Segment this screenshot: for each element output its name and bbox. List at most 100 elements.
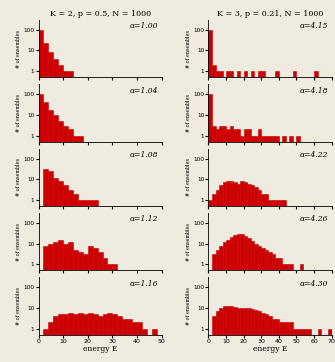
Bar — [279, 258, 282, 362]
Bar — [261, 135, 265, 362]
Bar — [113, 264, 117, 362]
Bar — [282, 200, 286, 362]
Text: α=4.22: α=4.22 — [299, 151, 328, 159]
Bar — [48, 171, 53, 362]
Bar — [93, 200, 97, 362]
Bar — [275, 258, 279, 362]
Bar — [117, 316, 122, 362]
Bar — [93, 248, 97, 362]
Bar — [44, 169, 48, 362]
Bar — [78, 135, 83, 362]
Bar — [258, 311, 261, 362]
Bar — [63, 314, 68, 362]
Bar — [226, 71, 229, 362]
Bar — [244, 308, 247, 362]
Text: α=4.15: α=4.15 — [299, 22, 328, 30]
Bar — [275, 319, 279, 362]
Bar — [268, 252, 272, 362]
Bar — [58, 314, 63, 362]
Bar — [83, 254, 88, 362]
Bar — [240, 308, 244, 362]
Bar — [48, 110, 53, 362]
Y-axis label: # of ensembles: # of ensembles — [186, 287, 191, 325]
Bar — [265, 135, 268, 362]
Bar — [304, 329, 307, 362]
Text: α=1.08: α=1.08 — [130, 151, 158, 159]
Bar — [237, 71, 240, 362]
Bar — [265, 194, 268, 362]
Bar — [251, 309, 254, 362]
Bar — [268, 316, 272, 362]
Bar — [68, 71, 73, 362]
Bar — [58, 181, 63, 362]
Bar — [222, 126, 226, 362]
Bar — [261, 71, 265, 362]
Bar — [48, 244, 53, 362]
Text: α=1.16: α=1.16 — [130, 280, 158, 288]
Bar — [254, 310, 258, 362]
Bar — [244, 236, 247, 362]
Bar — [212, 194, 215, 362]
Bar — [68, 242, 73, 362]
Bar — [219, 126, 222, 362]
Bar — [44, 43, 48, 362]
Bar — [108, 264, 113, 362]
Bar — [229, 306, 233, 362]
Bar — [275, 71, 279, 362]
Bar — [63, 244, 68, 362]
Bar — [293, 71, 296, 362]
Bar — [97, 252, 103, 362]
Bar — [272, 319, 275, 362]
Bar — [237, 184, 240, 362]
Bar — [103, 314, 108, 362]
Bar — [215, 129, 219, 362]
Bar — [247, 308, 251, 362]
Bar — [127, 319, 132, 362]
Bar — [268, 135, 272, 362]
Bar — [88, 245, 93, 362]
Bar — [212, 316, 215, 362]
Bar — [97, 316, 103, 362]
Bar — [222, 242, 226, 362]
Bar — [44, 245, 48, 362]
Y-axis label: # of ensembles: # of ensembles — [186, 223, 191, 261]
Bar — [208, 30, 212, 362]
Bar — [286, 323, 289, 362]
Bar — [265, 314, 268, 362]
Bar — [258, 71, 261, 362]
Bar — [229, 126, 233, 362]
Bar — [261, 248, 265, 362]
Bar — [307, 329, 311, 362]
Bar — [44, 102, 48, 362]
Bar — [58, 121, 63, 362]
Bar — [122, 319, 127, 362]
Bar — [268, 200, 272, 362]
Bar — [240, 234, 244, 362]
Bar — [53, 316, 58, 362]
Bar — [73, 194, 78, 362]
Bar — [53, 242, 58, 362]
Bar — [254, 244, 258, 362]
Bar — [251, 240, 254, 362]
Bar — [152, 329, 157, 362]
Bar — [39, 94, 44, 362]
Bar — [229, 71, 233, 362]
Bar — [229, 237, 233, 362]
Text: α=4.18: α=4.18 — [299, 87, 328, 94]
Bar — [215, 250, 219, 362]
Bar — [215, 311, 219, 362]
Y-axis label: # of ensembles: # of ensembles — [16, 287, 21, 325]
Bar — [279, 200, 282, 362]
Bar — [68, 312, 73, 362]
Bar — [233, 182, 237, 362]
Bar — [212, 254, 215, 362]
Bar — [208, 200, 212, 362]
Bar — [226, 129, 229, 362]
Bar — [244, 71, 247, 362]
Bar — [247, 238, 251, 362]
Bar — [108, 312, 113, 362]
Y-axis label: # of ensembles: # of ensembles — [16, 94, 21, 132]
Text: α=1.04: α=1.04 — [130, 87, 158, 94]
Bar — [78, 252, 83, 362]
Bar — [233, 235, 237, 362]
